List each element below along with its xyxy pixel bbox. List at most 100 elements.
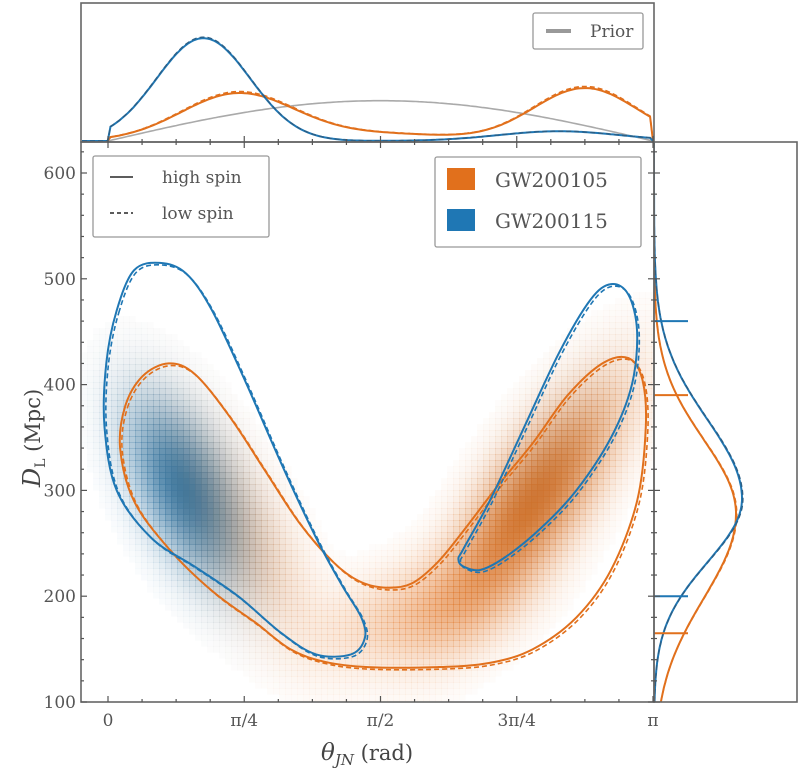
density-cell	[261, 532, 268, 539]
density-cell	[513, 508, 520, 515]
density-cell	[399, 634, 406, 641]
density-cell	[477, 610, 484, 617]
density-cell	[201, 526, 208, 533]
density-cell	[549, 382, 556, 389]
density-cell	[471, 610, 478, 617]
density-cell	[285, 664, 292, 671]
density-cell	[231, 448, 238, 455]
density-cell	[573, 430, 580, 437]
density-cell	[549, 454, 556, 461]
density-cell	[447, 520, 454, 527]
density-cell	[393, 574, 400, 581]
density-cell	[303, 592, 310, 599]
density-cell	[111, 460, 118, 467]
density-cell	[123, 358, 130, 365]
density-cell	[225, 436, 232, 443]
density-cell	[147, 544, 154, 551]
density-cell	[405, 634, 412, 641]
density-cell	[171, 382, 178, 389]
density-cell	[525, 370, 532, 377]
density-cell	[171, 394, 178, 401]
density-cell	[561, 514, 568, 521]
density-cell	[201, 478, 208, 485]
density-cell	[255, 682, 262, 689]
density-cell	[477, 442, 484, 449]
density-cell	[255, 604, 262, 611]
density-cell	[249, 610, 256, 617]
density-cell	[537, 418, 544, 425]
density-cell	[237, 652, 244, 659]
density-cell	[459, 472, 466, 479]
density-cell	[141, 544, 148, 551]
density-cell	[483, 448, 490, 455]
density-cell	[405, 592, 412, 599]
density-cell	[207, 568, 214, 575]
density-cell	[123, 352, 130, 359]
density-cell	[231, 532, 238, 539]
density-cell	[213, 604, 220, 611]
density-cell	[219, 604, 226, 611]
density-cell	[129, 526, 136, 533]
density-cell	[333, 670, 340, 677]
density-cell	[453, 664, 460, 671]
density-cell	[411, 616, 418, 623]
density-cell	[609, 328, 616, 335]
density-cell	[429, 610, 436, 617]
density-cell	[549, 472, 556, 479]
density-cell	[579, 580, 586, 587]
density-cell	[267, 574, 274, 581]
density-cell	[453, 646, 460, 653]
density-cell	[549, 526, 556, 533]
density-cell	[579, 400, 586, 407]
density-cell	[93, 400, 100, 407]
density-cell	[333, 682, 340, 689]
density-cell	[495, 598, 502, 605]
density-cell	[375, 568, 382, 575]
density-cell	[525, 442, 532, 449]
density-cell	[207, 628, 214, 635]
density-cell	[507, 616, 514, 623]
density-cell	[213, 490, 220, 497]
density-cell	[147, 532, 154, 539]
density-cell	[207, 556, 214, 563]
density-cell	[141, 394, 148, 401]
density-cell	[123, 442, 130, 449]
density-cell	[471, 640, 478, 647]
density-cell	[105, 496, 112, 503]
density-cell	[249, 628, 256, 635]
density-cell	[471, 676, 478, 683]
density-cell	[363, 652, 370, 659]
density-cell	[579, 388, 586, 395]
density-cell	[375, 682, 382, 689]
density-cell	[411, 640, 418, 647]
density-cell	[117, 406, 124, 413]
density-cell	[555, 574, 562, 581]
density-cell	[513, 532, 520, 539]
density-cell	[603, 346, 610, 353]
density-cell	[315, 610, 322, 617]
density-cell	[183, 604, 190, 611]
density-cell	[327, 604, 334, 611]
density-cell	[615, 388, 622, 395]
density-cell	[219, 514, 226, 521]
density-cell	[231, 550, 238, 557]
density-cell	[309, 634, 316, 641]
density-cell	[549, 556, 556, 563]
density-cell	[633, 364, 640, 371]
density-heatmap	[81, 310, 654, 701]
density-cell	[387, 652, 394, 659]
event-legend-gw200105: GW200105	[495, 168, 608, 192]
density-cell	[195, 532, 202, 539]
density-cell	[213, 442, 220, 449]
density-cell	[177, 418, 184, 425]
density-cell	[273, 688, 280, 695]
density-cell	[561, 406, 568, 413]
density-cell	[111, 526, 118, 533]
density-cell	[147, 586, 154, 593]
density-cell	[117, 538, 124, 545]
density-cell	[165, 496, 172, 503]
density-cell	[453, 496, 460, 503]
density-cell	[489, 670, 496, 677]
density-cell	[549, 424, 556, 431]
density-cell	[81, 418, 88, 425]
